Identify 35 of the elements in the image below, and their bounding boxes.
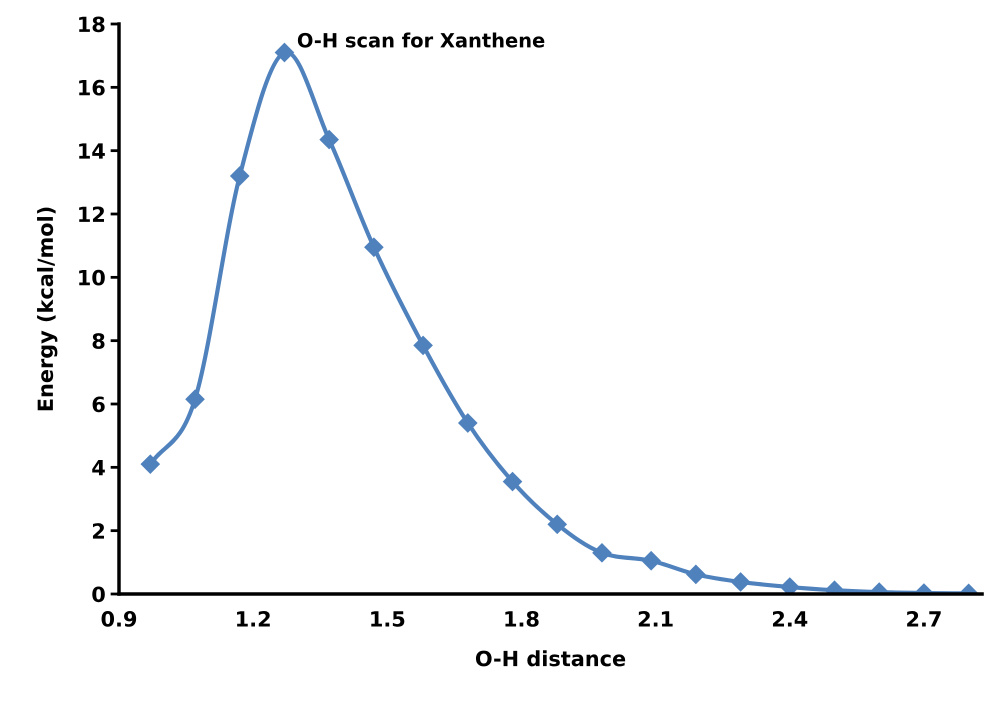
x-tick-label: 1.8 bbox=[505, 611, 539, 627]
x-tick-label: 1.2 bbox=[237, 611, 270, 626]
y-tick-label: 18 bbox=[79, 16, 105, 32]
point bbox=[185, 390, 205, 409]
y-axis-title: Energy (kcal/mol) bbox=[37, 208, 58, 410]
point bbox=[548, 514, 567, 534]
point bbox=[502, 472, 522, 492]
point bbox=[364, 238, 384, 257]
y-tick-label: 8 bbox=[92, 333, 105, 349]
y-tick-label: 4 bbox=[92, 460, 105, 476]
point bbox=[592, 543, 612, 562]
point bbox=[414, 336, 433, 355]
y-tick-label: 14 bbox=[79, 143, 105, 159]
x-tick-label: 0.9 bbox=[102, 611, 136, 627]
point bbox=[458, 413, 478, 433]
x-tick-label: 2.4 bbox=[772, 611, 808, 626]
y-tick-label: 6 bbox=[92, 396, 105, 412]
point bbox=[140, 454, 160, 474]
x-tick-label: 1.5 bbox=[371, 611, 404, 627]
point bbox=[731, 572, 750, 592]
y-tick-label: 12 bbox=[79, 206, 104, 222]
point bbox=[274, 42, 294, 62]
point bbox=[780, 578, 800, 594]
point bbox=[642, 551, 661, 570]
chart-title: O-H scan for Xanthene bbox=[298, 32, 544, 48]
point bbox=[230, 166, 250, 186]
y-tick-label: 10 bbox=[79, 270, 105, 286]
point bbox=[320, 130, 339, 150]
point bbox=[686, 564, 706, 584]
y-tick-label: 2 bbox=[92, 523, 104, 539]
x-tick-label: 2.7 bbox=[907, 611, 941, 626]
y-tick-label: 16 bbox=[79, 80, 105, 96]
x-tick-label: 2.1 bbox=[638, 611, 673, 626]
y-tick-label: 0 bbox=[92, 586, 105, 602]
x-axis-title: O-H distance bbox=[476, 650, 626, 666]
